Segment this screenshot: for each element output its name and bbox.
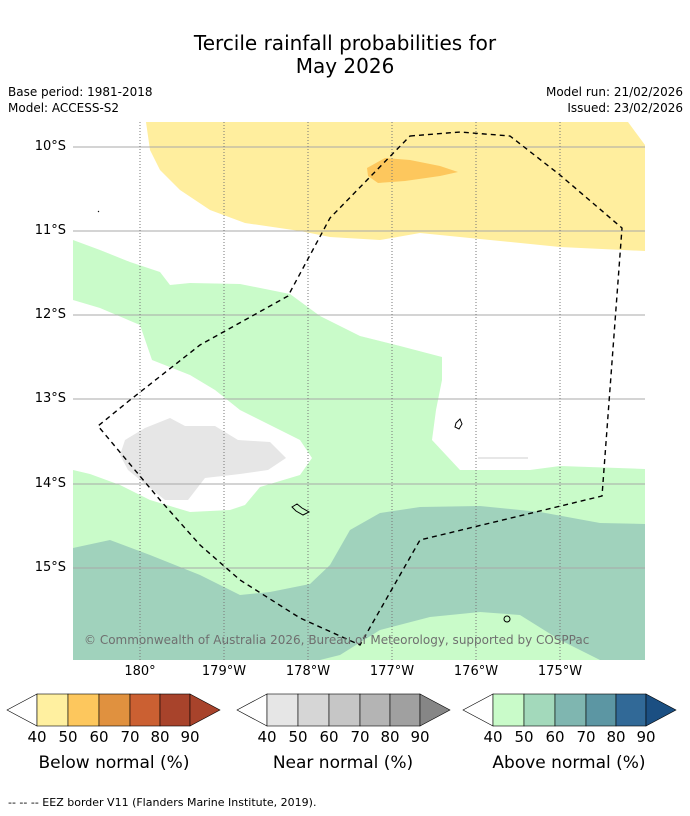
lat-label: 15°S (34, 560, 66, 575)
legend-swatch (36, 693, 69, 727)
island-shape (454, 418, 463, 430)
map-plot (73, 122, 645, 660)
legend-swatch (297, 693, 330, 727)
legend-tick: 80 (606, 728, 626, 746)
copyright-notice: © Commonwealth of Australia 2026, Bureau… (84, 633, 590, 647)
legend-swatch (129, 693, 161, 727)
lat-label: 11°S (34, 223, 66, 238)
legend-tick: 90 (636, 728, 656, 746)
eez-border (97, 131, 623, 646)
legend-swatch (328, 693, 361, 727)
legend-tick: 90 (180, 728, 200, 746)
lat-gridlines (73, 146, 645, 569)
legend-near-normal (236, 693, 451, 727)
lat-label: 12°S (34, 307, 66, 322)
base-period: Base period: 1981-2018 (8, 85, 153, 99)
lat-label: 10°S (34, 139, 66, 154)
legend-tick: 50 (514, 728, 534, 746)
legend-label-near: Near normal (%) (272, 753, 414, 773)
island-shape (503, 615, 511, 623)
footnote-eez: -- -- -- EEZ border V11 (Flanders Marine… (8, 796, 317, 809)
legend-tick: 50 (58, 728, 78, 746)
legend-tick: 40 (483, 728, 503, 746)
legend-swatch (266, 693, 299, 727)
model-name: Model: ACCESS-S2 (8, 101, 120, 115)
legend-swatch (98, 693, 131, 727)
legend-swatch (615, 693, 647, 727)
model-run: Model run: 21/02/2026 (545, 85, 683, 99)
legend-tick: 90 (410, 728, 430, 746)
lon-label: 179°W (201, 664, 247, 679)
legend-tick: 70 (120, 728, 140, 746)
legend-swatch (523, 693, 556, 727)
legend-tick: 60 (319, 728, 339, 746)
lon-label: 180° (124, 664, 156, 679)
title-line-2: May 2026 (295, 54, 395, 78)
lon-label: 175°W (537, 664, 583, 679)
legend-swatch (492, 693, 525, 727)
legend-label-above: Above normal (%) (492, 753, 646, 773)
legend-swatch (359, 693, 391, 727)
region-below-normal-50 (367, 158, 458, 183)
legend-swatch (159, 693, 191, 727)
legend-tick: 50 (288, 728, 308, 746)
legend-tick: 80 (150, 728, 170, 746)
legend-swatch (585, 693, 617, 727)
legend-tick: 60 (545, 728, 565, 746)
region-above-normal-50 (73, 506, 645, 660)
lon-label: 178°W (285, 664, 331, 679)
legend-tick: 60 (89, 728, 109, 746)
legend-tick: 40 (257, 728, 277, 746)
lat-label: 14°S (34, 476, 66, 491)
legend-tick: 80 (380, 728, 400, 746)
lon-label: 176°W (453, 664, 499, 679)
legend-below-normal (6, 693, 221, 727)
island-shape (291, 503, 311, 516)
legend-swatch (67, 693, 100, 727)
legend-label-below: Below normal (%) (38, 753, 190, 773)
legend-swatch (554, 693, 587, 727)
legend-tick: 70 (350, 728, 370, 746)
title-line-1: Tercile rainfall probabilities for (193, 31, 497, 55)
lat-label: 13°S (34, 391, 66, 406)
lon-label: 177°W (369, 664, 415, 679)
legend-above-normal (462, 693, 677, 727)
legend-tick: 40 (27, 728, 47, 746)
region-below-normal-40 (146, 122, 645, 251)
island-shape (97, 210, 100, 213)
issued-date: Issued: 23/02/2026 (567, 101, 683, 115)
region-near-normal-40 (120, 418, 286, 500)
legend-tick: 70 (576, 728, 596, 746)
legend-swatch (389, 693, 421, 727)
